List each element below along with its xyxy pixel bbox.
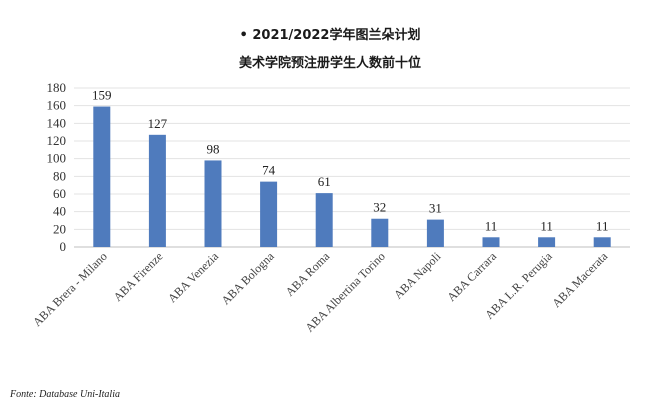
data-label: 74 bbox=[262, 163, 276, 178]
chart-title-line-2: 美术学院预注册学生人数前十位 bbox=[238, 56, 421, 71]
data-label: 127 bbox=[148, 116, 168, 131]
y-tick-label: 180 bbox=[47, 80, 67, 95]
x-tick-label: ABA Macerata bbox=[549, 249, 611, 311]
bar bbox=[482, 237, 500, 247]
y-tick-label: 140 bbox=[47, 115, 67, 130]
x-tick-label: ABA Brera - Milano bbox=[30, 249, 110, 329]
y-tick-label: 120 bbox=[47, 133, 67, 148]
data-label: 11 bbox=[540, 218, 553, 233]
source-note: Fonte: Database Uni-Italia bbox=[10, 389, 120, 400]
bar bbox=[148, 134, 166, 247]
data-label: 11 bbox=[596, 218, 609, 233]
x-tick-label: ABA Firenze bbox=[111, 249, 166, 304]
bar bbox=[371, 218, 389, 247]
x-tick-label: ABA Venezia bbox=[165, 249, 222, 306]
bar bbox=[426, 219, 444, 247]
y-tick-label: 0 bbox=[60, 239, 67, 254]
y-tick-label: 40 bbox=[53, 204, 66, 219]
bar bbox=[93, 106, 111, 247]
bar bbox=[315, 193, 333, 247]
bar bbox=[260, 181, 278, 247]
y-tick-label: 20 bbox=[53, 221, 66, 236]
x-tick-label: ABA Bologna bbox=[218, 249, 277, 308]
x-tick-label: ABA Roma bbox=[283, 249, 333, 299]
chart-title-line-1: • 2021/2022学年图兰朵计划 bbox=[239, 28, 421, 43]
data-label: 32 bbox=[373, 200, 386, 215]
bar bbox=[593, 237, 611, 247]
y-tick-label: 80 bbox=[53, 168, 66, 183]
data-label: 11 bbox=[485, 218, 498, 233]
data-label: 159 bbox=[92, 88, 112, 103]
data-label: 61 bbox=[318, 174, 331, 189]
y-tick-label: 160 bbox=[47, 98, 67, 113]
y-tick-label: 60 bbox=[53, 186, 66, 201]
data-label: 31 bbox=[429, 201, 442, 216]
x-tick-label: ABA Carrara bbox=[444, 249, 499, 304]
bar bbox=[538, 237, 556, 247]
x-tick-label: ABA Napoli bbox=[391, 249, 444, 302]
data-label: 98 bbox=[207, 141, 220, 156]
y-tick-label: 100 bbox=[47, 151, 67, 166]
bar bbox=[204, 160, 222, 247]
